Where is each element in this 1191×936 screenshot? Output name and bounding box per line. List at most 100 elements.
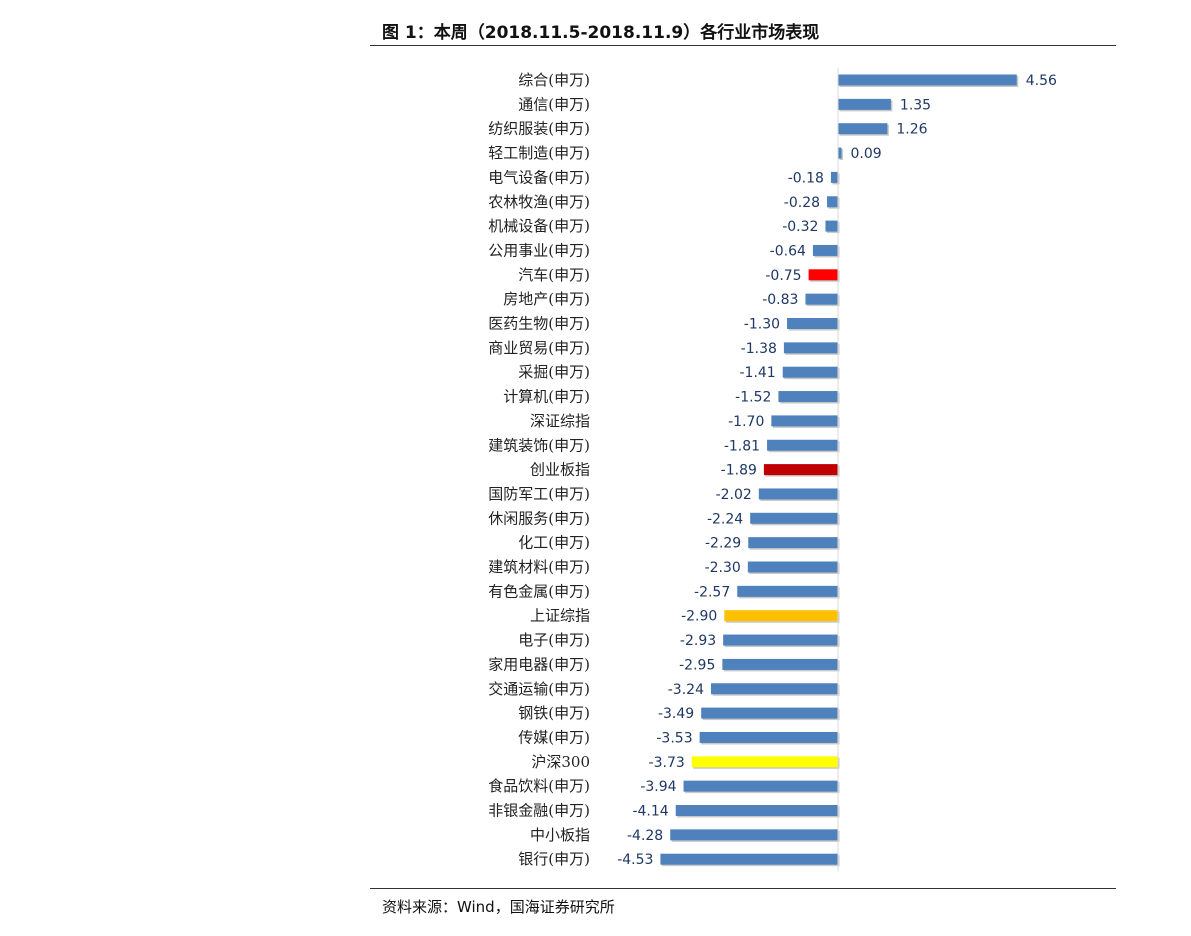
value-label: -4.28 [627, 828, 663, 844]
bar [827, 196, 838, 208]
bar [724, 610, 838, 622]
value-label: -1.81 [724, 438, 760, 454]
value-label: -2.02 [716, 487, 752, 503]
category-label: 传媒(申万) [518, 728, 590, 746]
bar [710, 683, 838, 695]
bar [670, 829, 838, 841]
category-label: 电气设备(申万) [488, 168, 590, 186]
category-label: 交通运输(申万) [488, 680, 590, 698]
bar [675, 805, 838, 816]
bar [683, 780, 838, 792]
bar [830, 171, 838, 183]
bar [783, 342, 838, 354]
value-label: -4.53 [617, 852, 653, 868]
value-label: 1.35 [900, 97, 931, 113]
value-label: -3.73 [649, 755, 685, 771]
category-label: 食品饮料(申万) [488, 777, 590, 795]
category-label: 房地产(申万) [503, 290, 590, 308]
value-label: -2.90 [681, 609, 717, 625]
value-label: -0.64 [770, 243, 806, 259]
value-label: -3.53 [656, 730, 692, 746]
value-label: -0.83 [762, 292, 798, 308]
category-label: 有色金属(申万) [488, 582, 590, 600]
bar [808, 269, 838, 281]
bar [767, 439, 838, 451]
value-label: -2.93 [680, 633, 716, 649]
bar [699, 731, 838, 743]
value-label: -0.18 [788, 170, 824, 186]
bar [701, 707, 838, 719]
category-label: 计算机(申万) [503, 388, 590, 406]
category-label: 建筑材料(申万) [488, 558, 590, 576]
category-label: 采掘(申万) [518, 363, 590, 381]
value-label: -1.52 [735, 390, 771, 406]
bar [778, 391, 838, 403]
bar [763, 464, 838, 476]
bar [747, 561, 838, 573]
value-label: -1.89 [721, 463, 757, 479]
value-label: -2.24 [707, 511, 743, 527]
category-label: 汽车(申万) [518, 266, 590, 284]
category-label: 深证综指 [530, 412, 590, 430]
value-label: 1.26 [896, 122, 927, 138]
figure-title: 图 1：本周（2018.11.5-2018.11.9）各行业市场表现 [382, 23, 820, 43]
category-label: 沪深300 [531, 753, 590, 771]
bar [805, 293, 838, 305]
category-label: 化工(申万) [518, 534, 590, 552]
bar [812, 244, 838, 256]
category-label: 非银金融(申万) [488, 802, 590, 820]
bar [771, 415, 838, 427]
bar [838, 147, 842, 159]
value-label: 4.56 [1026, 73, 1057, 89]
value-label: -2.95 [679, 657, 715, 673]
category-label: 公用事业(申万) [488, 241, 590, 259]
category-label: 纺织服装(申万) [488, 120, 590, 138]
value-label: -1.41 [739, 365, 775, 381]
category-labels-group: 综合(申万) 通信(申万) 纺织服装(申万) 轻工制造(申万) 电气设备(申万) 农林牧渔… [488, 71, 590, 868]
bar [787, 318, 838, 329]
value-label: -1.38 [741, 341, 777, 357]
bar [825, 220, 838, 232]
category-label: 建筑装饰(申万) [488, 436, 590, 454]
value-label: -3.94 [640, 779, 676, 795]
bar [691, 756, 838, 768]
value-label: -2.29 [705, 536, 741, 552]
bar [782, 366, 838, 378]
value-label: -4.14 [632, 804, 668, 820]
bottom-rule [370, 888, 1116, 889]
category-label: 休闲服务(申万) [488, 509, 590, 527]
bar [660, 853, 838, 865]
bar [737, 585, 838, 597]
category-label: 农林牧渔(申万) [488, 193, 590, 211]
value-label: -2.30 [705, 560, 741, 576]
value-label: -0.32 [782, 219, 818, 235]
value-label: -2.57 [694, 584, 730, 600]
bar [838, 74, 1017, 86]
category-label: 国防军工(申万) [488, 485, 590, 503]
top-rule [370, 45, 1116, 46]
bar [838, 123, 888, 135]
category-label: 综合(申万) [518, 71, 590, 89]
category-label: 机械设备(申万) [488, 217, 590, 235]
category-label: 商业贸易(申万) [488, 339, 590, 357]
value-label: -1.30 [744, 317, 780, 333]
value-label: -0.28 [784, 195, 820, 211]
category-label: 家用电器(申万) [488, 655, 590, 673]
category-label: 上证综指 [530, 607, 590, 625]
category-label: 通信(申万) [518, 95, 590, 113]
bar [748, 537, 838, 549]
bar [723, 634, 838, 646]
category-label: 轻工制造(申万) [488, 144, 590, 162]
category-label: 电子(申万) [518, 631, 590, 649]
category-label: 医药生物(申万) [488, 315, 590, 333]
category-label: 创业板指 [530, 461, 590, 479]
category-label: 钢铁(申万) [518, 704, 590, 722]
value-labels-group: 4.56 1.35 1.26 0.09 -0.18 -0.28 -0.32 -0.64 -0.7… [617, 73, 1057, 868]
value-label: 0.09 [851, 146, 882, 162]
category-label: 中小板指 [530, 826, 590, 844]
category-label: 银行(申万) [518, 850, 590, 868]
value-label: -0.75 [765, 268, 801, 284]
value-label: -1.70 [728, 414, 764, 430]
source-note: 资料来源：Wind，国海证券研究所 [382, 898, 615, 916]
